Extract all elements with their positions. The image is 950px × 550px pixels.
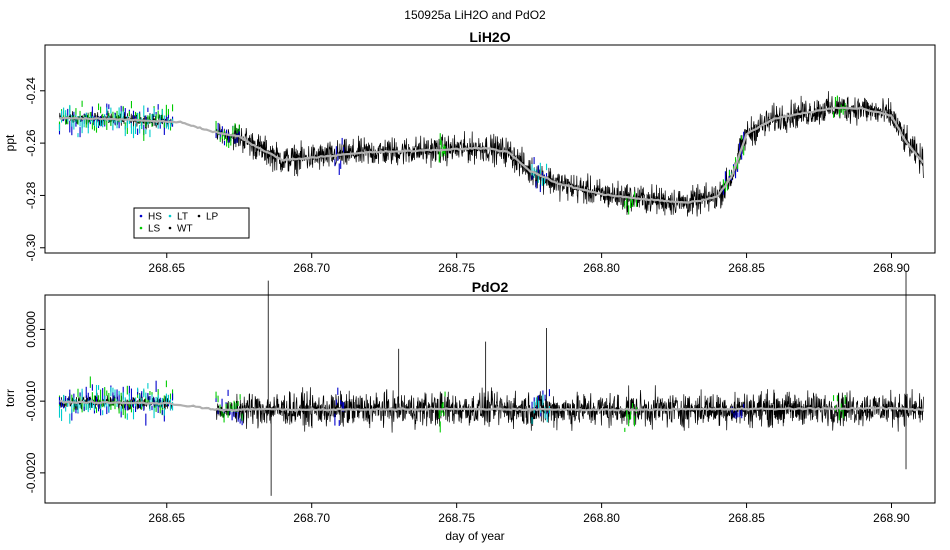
legend-label-hs: HS <box>148 212 162 223</box>
y-tick-label: -0.24 <box>24 77 38 105</box>
x-tick-label: 268.75 <box>438 511 475 525</box>
legend-marker-lt <box>168 214 172 218</box>
panel-title-lih2o: LiH2O <box>469 29 510 45</box>
flag-segment-11 <box>832 395 846 421</box>
x-tick-label: 268.80 <box>583 261 620 275</box>
legend-item-lt: LT <box>168 212 188 223</box>
x-tick-label: 268.85 <box>728 511 765 525</box>
y-axis-label-pdo2: torr <box>3 389 17 407</box>
y-tick-label: -0.30 <box>24 234 38 262</box>
legend-marker-wt <box>168 226 172 230</box>
x-tick-label: 268.70 <box>293 261 330 275</box>
y-tick-label: -0.0020 <box>24 452 38 493</box>
y-tick-label: 0.0000 <box>24 311 38 348</box>
raw-trace <box>59 91 924 217</box>
smoothed-line <box>59 399 924 413</box>
legend-marker-hs <box>139 214 143 218</box>
x-tick-label: 268.65 <box>148 261 185 275</box>
x-tick-label: 268.70 <box>293 511 330 525</box>
flag-segment-4 <box>215 120 240 148</box>
x-tick-label: 268.65 <box>148 511 185 525</box>
x-tick-label: 268.90 <box>873 511 910 525</box>
y-tick-label: -0.28 <box>24 181 38 209</box>
panel-pdo2: PdO2 torr 268.65 268.70 268.75 268.80 268.85… <box>3 270 936 543</box>
axes-lih2o: 268.65 268.70 268.75 268.80 268.85 268.90 -0.2… <box>24 77 910 275</box>
x-tick-label: 268.75 <box>438 261 475 275</box>
legend-marker-lp <box>197 214 201 218</box>
legend-item-lp: LP <box>197 212 219 223</box>
x-tick-label: 268.80 <box>583 511 620 525</box>
y-axis-label-lih2o: ppt <box>3 134 17 151</box>
plot-area-pdo2 <box>58 270 924 496</box>
figure-title: 150925a LiH2O and PdO2 <box>404 8 546 22</box>
axes-pdo2: 268.65 268.70 268.75 268.80 268.85 268.90 0.00… <box>24 311 910 525</box>
plot-frame-lih2o <box>44 44 936 254</box>
plot-area-lih2o <box>58 91 925 217</box>
flag-segment-2 <box>58 104 174 139</box>
flag-segment-5 <box>334 137 345 175</box>
panel-title-pdo2: PdO2 <box>472 279 509 295</box>
legend-item-hs: HS <box>139 212 162 223</box>
smoothed-line <box>59 106 925 204</box>
legend-label-lp: LP <box>206 212 219 223</box>
x-tick-label: 268.85 <box>728 261 765 275</box>
plot-frame-pdo2 <box>44 294 936 504</box>
y-tick-label: -0.26 <box>24 129 38 157</box>
legend-label-ls: LS <box>148 224 161 235</box>
legend-box <box>133 207 250 239</box>
y-tick-label: -0.0010 <box>24 380 38 421</box>
panel-lih2o: LiH2O ppt 268.65 268.70 268.75 268.80 268.85… <box>3 29 936 275</box>
legend-label-wt: WT <box>177 224 193 235</box>
legend-label-lt: LT <box>177 212 188 223</box>
legend-item-wt: WT <box>168 224 193 235</box>
flag-segment-5 <box>334 387 345 426</box>
x-tick-label: 268.90 <box>873 261 910 275</box>
x-axis-label: day of year <box>445 529 504 543</box>
legend-marker-ls <box>139 226 143 230</box>
legend-item-ls: LS <box>139 224 161 235</box>
legend: HS LT LP LS WT <box>133 207 250 239</box>
